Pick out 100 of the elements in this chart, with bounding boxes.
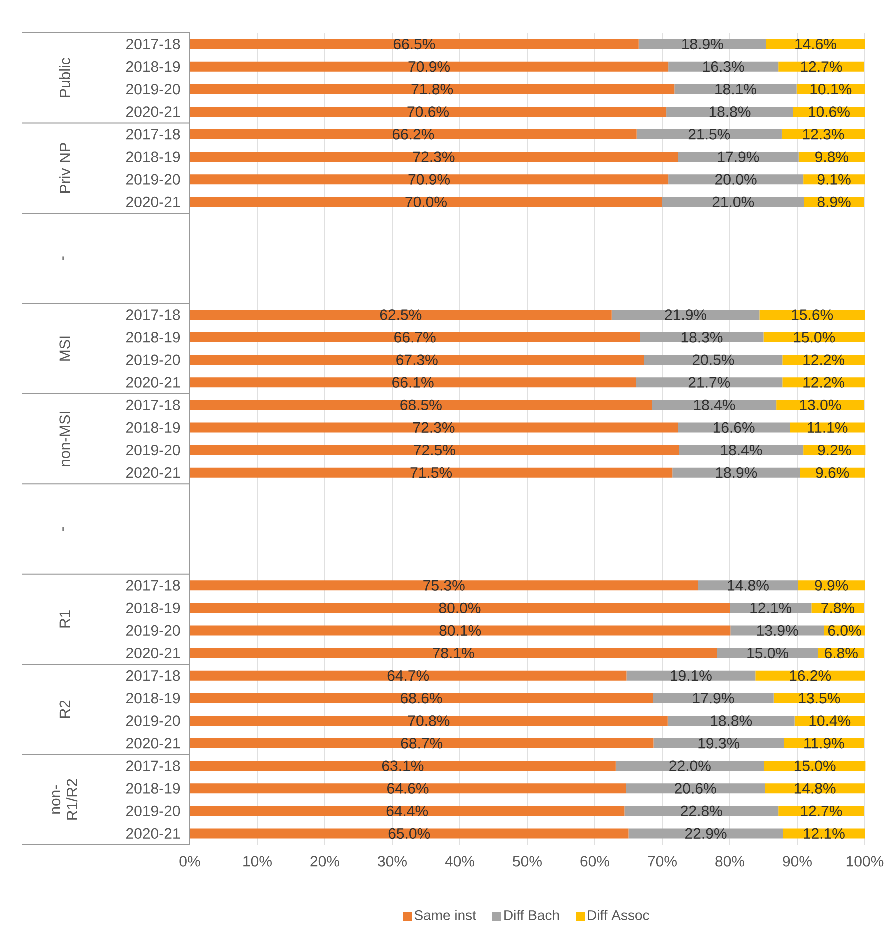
data-label: 10.6%	[809, 106, 850, 118]
data-label: 15.0%	[794, 332, 836, 343]
y-tick-label: 2017-18	[126, 580, 180, 591]
data-label: 18.8%	[711, 716, 752, 726]
data-label: 18.9%	[682, 38, 724, 50]
y-tick-label: 2018-19	[126, 783, 180, 794]
y-tick-label: 2018-19	[126, 602, 180, 614]
data-label: 62.5%	[380, 310, 422, 320]
bar	[662, 197, 804, 208]
data-label: 70.9%	[408, 62, 450, 72]
data-label: 16.6%	[714, 422, 755, 434]
text: -	[62, 256, 64, 260]
y-tick-label: 2017-18	[126, 129, 180, 140]
data-label: 21.5%	[688, 129, 730, 140]
data-label: 19.3%	[698, 738, 740, 749]
x-tick-label: 80%	[716, 856, 744, 867]
x-tick-label: 70%	[648, 856, 677, 867]
data-label: 22.8%	[681, 806, 722, 816]
data-label: 70.6%	[408, 106, 449, 118]
x-tick-label: 0%	[180, 856, 200, 867]
data-label: 16.2%	[790, 670, 831, 682]
data-label: 22.0%	[670, 760, 711, 772]
data-label: 14.6%	[796, 38, 836, 50]
bar	[190, 422, 678, 433]
y-tick-label: 2017-18	[126, 310, 180, 320]
data-label: 20.0%	[715, 174, 757, 185]
bar	[626, 784, 766, 794]
data-label: 78.1%	[433, 648, 474, 659]
bar	[612, 310, 760, 320]
data-label: 72.5%	[414, 444, 456, 456]
data-label: 18.4%	[694, 400, 736, 410]
bar	[190, 152, 678, 162]
data-label: 66.7%	[394, 332, 436, 343]
bar	[666, 106, 794, 117]
text: R2	[60, 700, 70, 718]
bar	[190, 129, 637, 140]
y-tick-label: 2020-21	[126, 377, 180, 388]
bar	[190, 648, 718, 658]
data-label: 6.8%	[824, 648, 858, 659]
data-label: 64.6%	[387, 783, 429, 794]
data-label: 18.8%	[710, 106, 751, 118]
bar	[190, 693, 653, 704]
data-label: 70.0%	[406, 196, 447, 208]
bar	[190, 310, 612, 320]
data-label: 8.9%	[818, 196, 851, 208]
bar	[616, 761, 764, 772]
legend-label: Diff Assoc	[588, 910, 650, 920]
legend-label: Diff Bach	[504, 910, 560, 920]
x-tick-label: 100%	[846, 856, 884, 867]
bar	[190, 174, 668, 185]
bar	[626, 670, 756, 681]
y-tick-label: 2020-21	[126, 738, 180, 749]
bar	[636, 378, 783, 388]
data-label: 66.1%	[392, 377, 434, 388]
data-label: 17.9%	[693, 693, 734, 704]
data-label: 12.1%	[750, 602, 792, 614]
bar	[190, 400, 652, 410]
text: non-R1/R2	[52, 779, 78, 820]
data-label: 18.3%	[682, 332, 723, 343]
data-label: 64.7%	[388, 670, 430, 682]
data-label: 6.0%	[828, 625, 862, 636]
bar	[668, 716, 795, 726]
data-label: 12.7%	[801, 62, 842, 72]
text: -	[62, 527, 64, 532]
bar	[640, 332, 764, 342]
bar	[652, 400, 776, 410]
bar	[190, 84, 675, 94]
bar	[674, 84, 797, 94]
data-label: 64.4%	[386, 806, 428, 816]
bar	[190, 626, 731, 636]
y-tick-label: 2020-21	[126, 648, 180, 659]
x-tick-label: 40%	[445, 856, 474, 867]
data-label: 21.7%	[688, 377, 730, 388]
data-label: 65.0%	[388, 828, 430, 840]
data-label: 14.8%	[794, 783, 836, 794]
x-tick-label: 30%	[378, 856, 407, 867]
bar	[628, 828, 784, 839]
data-label: 68.7%	[401, 738, 443, 749]
text: MSI	[60, 336, 70, 361]
data-label: 14.8%	[728, 580, 769, 591]
bar	[190, 761, 616, 772]
data-label: 15.6%	[792, 310, 833, 320]
data-label: 66.5%	[394, 38, 436, 50]
y-tick-label: 2017-18	[126, 670, 180, 682]
data-label: 9.9%	[815, 580, 848, 591]
data-label: 12.2%	[804, 377, 844, 388]
text: non-MSI	[60, 412, 70, 466]
bar	[190, 62, 668, 72]
data-label: 12.2%	[804, 354, 844, 366]
data-label: 15.0%	[794, 760, 836, 772]
data-label: 18.9%	[716, 468, 758, 478]
bar	[654, 738, 784, 748]
y-tick-label: 2017-18	[126, 400, 180, 410]
y-tick-label: 2018-19	[126, 152, 180, 162]
data-label: 9.1%	[818, 174, 851, 185]
text: R1	[60, 610, 70, 628]
data-label: 9.6%	[816, 468, 850, 478]
data-label: 72.3%	[413, 152, 455, 162]
bar	[190, 716, 668, 726]
bar	[624, 806, 779, 816]
